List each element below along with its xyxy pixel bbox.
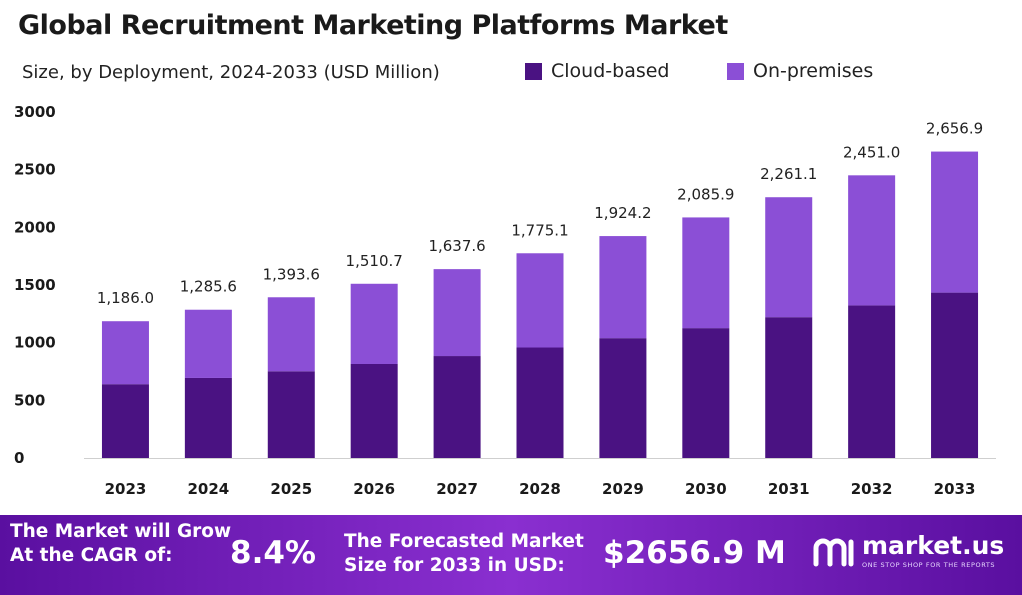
y-tick-label: 3000 bbox=[14, 103, 56, 121]
bar-cloud-based-2030 bbox=[682, 328, 730, 458]
bar-on-premises-2031 bbox=[765, 197, 813, 318]
bar-on-premises-2032 bbox=[848, 175, 896, 306]
legend-label-cloud-based: Cloud-based bbox=[551, 60, 670, 82]
bar-total-label: 2,085.9 bbox=[677, 185, 734, 203]
x-tick-label: 2032 bbox=[851, 480, 893, 498]
y-tick-label: 1000 bbox=[14, 334, 56, 352]
legend-item-on-premises: On-premises bbox=[727, 60, 873, 82]
legend-swatch-cloud-based bbox=[525, 62, 542, 80]
x-tick-label: 2033 bbox=[934, 480, 976, 498]
x-axis-ticks: 2023 2024 2025 2026 2027 2028 2029 2030 2031 2032… bbox=[105, 480, 976, 498]
bar-cloud-based-2027 bbox=[433, 356, 481, 458]
y-tick-label: 0 bbox=[14, 449, 24, 467]
bar-on-premises-2026 bbox=[350, 283, 398, 365]
bar-cloud-based-2023 bbox=[101, 384, 149, 458]
bar-cloud-based-2031 bbox=[765, 317, 813, 458]
bar-total-labels: 1,186.0 1,285.6 1,393.6 1,510.7 1,637.6 1,775… bbox=[97, 120, 983, 308]
x-tick-label: 2028 bbox=[519, 480, 561, 498]
bar-on-premises-2033 bbox=[931, 151, 979, 293]
bar-total-label: 1,186.0 bbox=[97, 289, 154, 307]
bar-total-label: 1,285.6 bbox=[180, 278, 237, 296]
bar-on-premises-2029 bbox=[599, 236, 647, 339]
bar-total-label: 1,637.6 bbox=[428, 237, 485, 255]
page-subtitle: Size, by Deployment, 2024-2033 (USD Mill… bbox=[22, 62, 440, 83]
x-tick-label: 2030 bbox=[685, 480, 727, 498]
bar-total-label: 1,924.2 bbox=[594, 204, 651, 222]
brand: market.us ONE STOP SHOP FOR THE REPORTS bbox=[812, 533, 1004, 569]
bar-on-premises-2027 bbox=[433, 269, 481, 357]
x-tick-label: 2023 bbox=[105, 480, 147, 498]
bar-cloud-based-2029 bbox=[599, 338, 647, 458]
bar-cloud-based-2032 bbox=[848, 305, 896, 458]
y-axis-ticks: 0 500 1000 1500 2000 2500 3000 bbox=[14, 103, 56, 467]
bar-on-premises-2025 bbox=[267, 297, 315, 372]
bar-cloud-based-2026 bbox=[350, 364, 398, 458]
bar-cloud-based-2024 bbox=[184, 377, 232, 458]
bar-total-label: 1,393.6 bbox=[263, 265, 320, 283]
forecast-label: The Forecasted Market Size for 2033 in U… bbox=[344, 531, 584, 576]
bar-cloud-based-2025 bbox=[267, 371, 315, 458]
bar-total-label: 2,261.1 bbox=[760, 165, 817, 183]
x-tick-label: 2027 bbox=[436, 480, 478, 498]
bar-total-label: 2,451.0 bbox=[843, 143, 900, 161]
market-us-logo-icon bbox=[813, 538, 854, 567]
bars bbox=[101, 151, 979, 458]
bar-on-premises-2028 bbox=[516, 253, 564, 348]
legend-swatch-on-premises bbox=[727, 62, 744, 80]
x-tick-label: 2031 bbox=[768, 480, 810, 498]
brand-tagline: ONE STOP SHOP FOR THE REPORTS bbox=[862, 561, 996, 569]
brand-name: market.us bbox=[862, 531, 1005, 560]
bar-on-premises-2024 bbox=[184, 309, 232, 378]
y-tick-label: 1500 bbox=[14, 276, 56, 294]
bar-on-premises-2030 bbox=[682, 217, 730, 329]
bar-total-label: 2,656.9 bbox=[926, 120, 983, 138]
bar-on-premises-2023 bbox=[101, 321, 149, 385]
x-tick-label: 2024 bbox=[187, 480, 229, 498]
cagr-value: 8.4% bbox=[230, 535, 316, 571]
bar-cloud-based-2033 bbox=[931, 292, 979, 458]
forecast-value: $2656.9 M bbox=[603, 535, 786, 571]
x-tick-label: 2029 bbox=[602, 480, 644, 498]
x-tick-label: 2025 bbox=[270, 480, 312, 498]
y-tick-label: 2500 bbox=[14, 161, 56, 179]
bar-cloud-based-2028 bbox=[516, 347, 564, 458]
legend-label-on-premises: On-premises bbox=[753, 60, 874, 82]
bar-total-label: 1,775.1 bbox=[511, 221, 568, 239]
y-tick-label: 2000 bbox=[14, 218, 56, 236]
legend-item-cloud-based: Cloud-based bbox=[525, 60, 669, 82]
bar-total-label: 1,510.7 bbox=[346, 252, 403, 270]
footer-banner: The Market will Grow At the CAGR of: 8.4… bbox=[0, 515, 1022, 595]
cagr-label: The Market will Grow At the CAGR of: bbox=[10, 521, 232, 566]
page-title: Global Recruitment Marketing Platforms M… bbox=[18, 10, 728, 41]
x-tick-label: 2026 bbox=[353, 480, 395, 498]
y-tick-label: 500 bbox=[14, 391, 45, 409]
